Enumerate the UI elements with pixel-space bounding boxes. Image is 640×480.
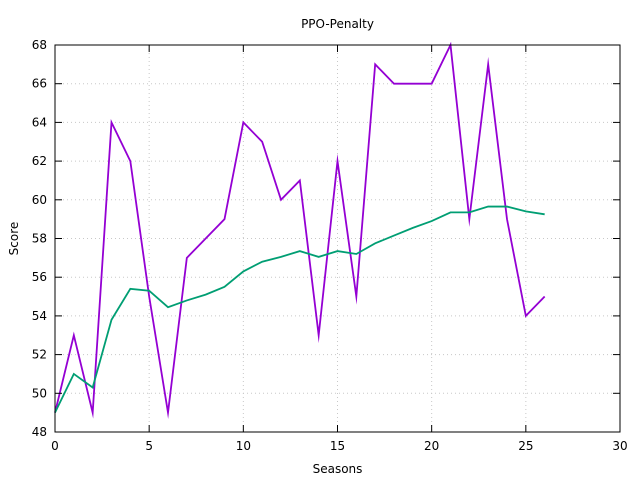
series-line-1 [54, 41, 546, 420]
y-tick-label: 52 [32, 348, 47, 362]
x-tick-label: 10 [236, 439, 251, 453]
x-tick-label: 0 [51, 439, 59, 453]
y-tick-label: 68 [32, 38, 47, 52]
y-tick-label: 54 [32, 309, 47, 323]
series-line-2 [54, 205, 545, 414]
y-tick-label: 50 [32, 386, 47, 400]
y-tick-label: 58 [32, 232, 47, 246]
grid-lines [55, 45, 620, 432]
x-tick-label: 15 [330, 439, 345, 453]
x-tick-label: 20 [424, 439, 439, 453]
y-tick-label: 60 [32, 193, 47, 207]
y-tick-label: 48 [32, 425, 47, 439]
y-axis-label: Score [7, 222, 21, 256]
series-lines [54, 41, 546, 420]
axis-ticks: 0 5 10 15 20 25 30 48 50 52 54 56 58 60 62 64 66 68 [32, 38, 628, 453]
x-tick-label: 25 [518, 439, 533, 453]
y-tick-label: 62 [32, 154, 47, 168]
y-tick-label: 66 [32, 77, 47, 91]
x-axis-label: Seasons [313, 462, 363, 476]
chart-title: PPO-Penalty [301, 17, 374, 31]
x-tick-label: 5 [145, 439, 153, 453]
y-tick-label: 64 [32, 115, 47, 129]
x-tick-label: 30 [612, 439, 627, 453]
y-tick-label: 56 [32, 270, 47, 284]
